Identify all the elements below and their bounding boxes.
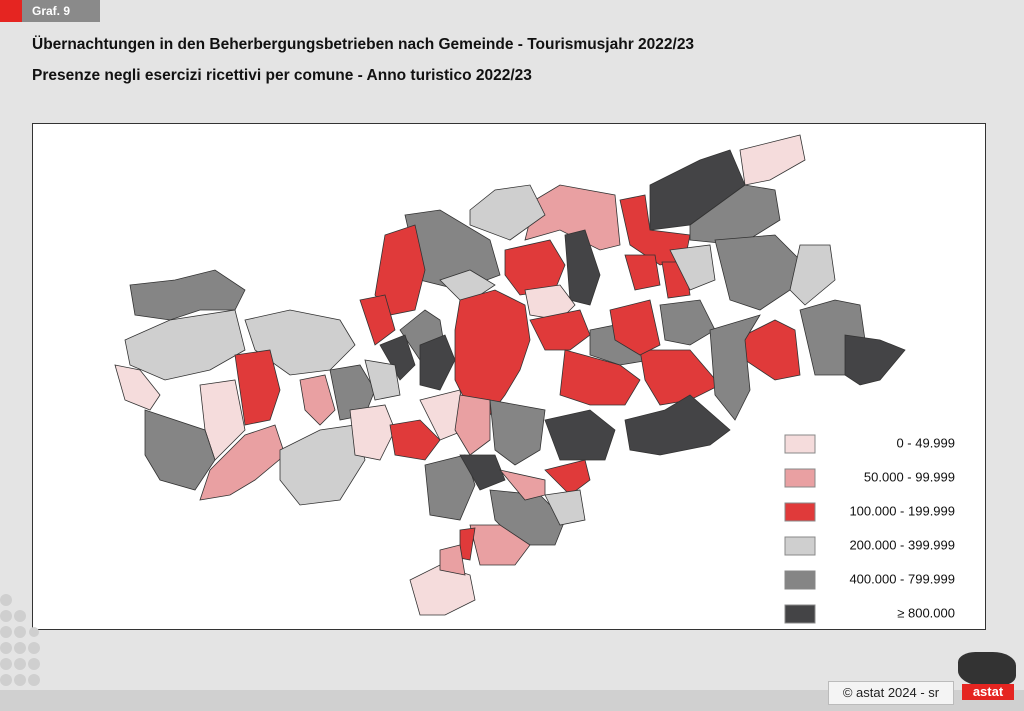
legend-label: 200.000 - 399.999 <box>849 537 955 552</box>
municipality <box>624 254 661 291</box>
legend-swatch <box>784 536 816 556</box>
municipality <box>389 419 441 461</box>
municipality <box>439 544 466 576</box>
municipality <box>279 424 366 506</box>
municipality <box>454 394 491 456</box>
map-panel: 0 - 49.999 50.000 - 99.999 100.000 - 199.9… <box>32 123 986 630</box>
copyright: © astat 2024 - sr <box>828 681 954 705</box>
municipality <box>299 374 336 426</box>
municipality <box>709 314 761 421</box>
municipality <box>609 299 661 356</box>
footer-bar <box>0 690 1024 711</box>
legend-label: 400.000 - 799.999 <box>849 571 955 586</box>
legend-swatch <box>784 570 816 590</box>
municipality <box>844 334 906 386</box>
municipality <box>359 294 396 346</box>
tag-marker <box>0 0 22 22</box>
legend: 0 - 49.999 50.000 - 99.999 100.000 - 199.9… <box>784 434 955 624</box>
municipality <box>459 454 506 491</box>
municipality <box>669 244 716 291</box>
legend-swatch <box>784 604 816 624</box>
tag-label: Graf. 9 <box>22 0 100 22</box>
municipality <box>544 409 616 461</box>
municipalities <box>114 134 906 616</box>
municipality <box>329 364 376 421</box>
title: Übernachtungen in den Beherbergungsbetri… <box>32 36 695 53</box>
municipality <box>439 269 496 306</box>
municipality <box>544 459 591 496</box>
municipality <box>659 299 716 346</box>
decoration <box>0 594 40 686</box>
legend-label: 50.000 - 99.999 <box>864 469 955 484</box>
municipality <box>564 229 601 306</box>
municipality <box>489 399 546 466</box>
municipality <box>739 134 806 186</box>
municipality <box>524 184 621 251</box>
logo: astat <box>958 652 1016 702</box>
legend-swatch <box>784 434 816 454</box>
legend-label: ≥ 800.000 <box>897 605 955 620</box>
municipality <box>199 379 246 461</box>
municipality <box>789 244 836 306</box>
municipality <box>624 394 731 456</box>
municipality <box>124 309 246 381</box>
legend-label: 0 - 49.999 <box>896 435 955 450</box>
municipality <box>144 409 216 491</box>
municipality <box>364 359 401 401</box>
legend-swatch <box>784 502 816 522</box>
municipality <box>114 364 161 411</box>
municipality <box>529 309 591 351</box>
legend-label: 100.000 - 199.999 <box>849 503 955 518</box>
logo-text: astat <box>962 684 1014 700</box>
legend-swatch <box>784 468 816 488</box>
municipality <box>349 404 396 461</box>
logo-shape <box>958 652 1016 686</box>
subtitle: Presenze negli esercizi ricettivi per co… <box>32 67 532 84</box>
municipality <box>469 184 546 241</box>
municipality <box>469 524 531 566</box>
municipality <box>419 334 456 391</box>
municipality <box>454 289 531 416</box>
municipality <box>374 224 426 316</box>
municipality <box>424 454 476 521</box>
municipality <box>234 349 281 426</box>
municipality <box>199 424 286 501</box>
municipality <box>544 489 586 526</box>
municipality <box>689 184 781 246</box>
